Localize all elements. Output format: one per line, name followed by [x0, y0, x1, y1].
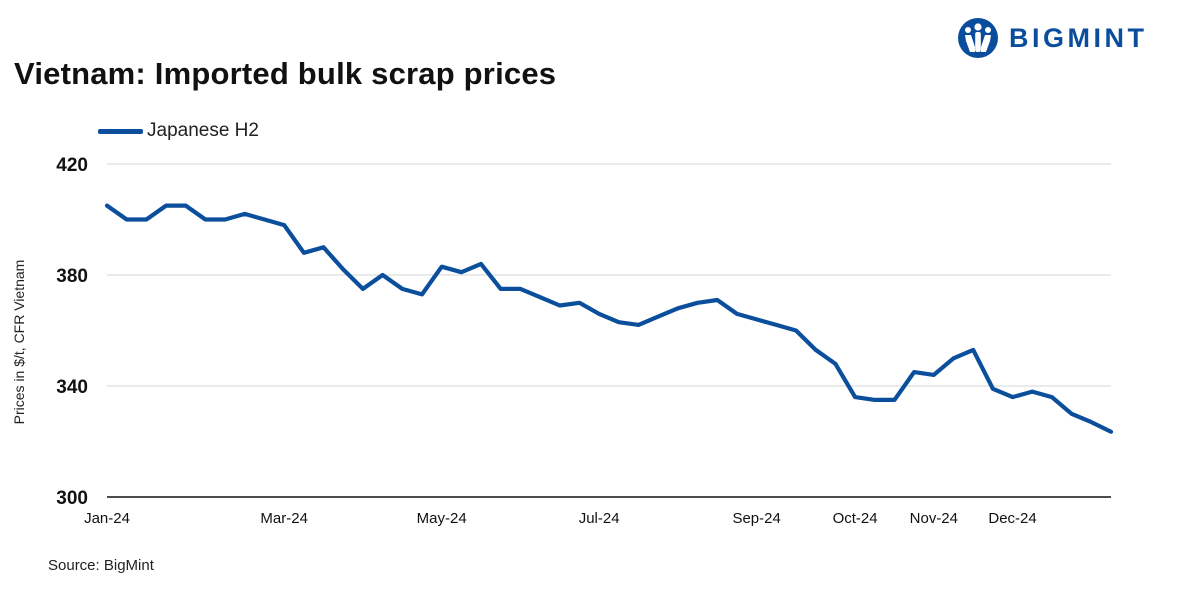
x-tick-labels: Jan-24 Mar-24 May-24 Jul-24 Sep-24 Oct-24 Nov-… — [84, 510, 1037, 527]
series-lines — [104, 203, 1114, 434]
x-tick-label: Dec-24 — [988, 510, 1036, 527]
x-tick-label: Nov-24 — [910, 510, 958, 527]
x-tick-label: Jul-24 — [579, 510, 620, 527]
brand-logo: BIGMINT — [957, 16, 1148, 60]
gridlines — [107, 163, 1111, 387]
legend: Japanese H2 — [98, 120, 259, 142]
y-tick-labels: 300 340 380 420 — [56, 155, 88, 509]
y-tick-label: 380 — [56, 266, 88, 287]
legend-swatch — [98, 128, 143, 134]
y-tick-label: 300 — [56, 488, 88, 509]
chart-title: Vietnam: Imported bulk scrap prices — [14, 56, 557, 91]
x-tick-label: May-24 — [417, 510, 467, 527]
x-tick-label: Oct-24 — [833, 510, 878, 527]
x-tick-label: Sep-24 — [732, 510, 780, 527]
bigmint-logo-icon — [958, 18, 998, 58]
x-tick-label: Mar-24 — [260, 510, 308, 527]
series-line-japanese-h2 — [104, 203, 1114, 434]
source-note: Source: BigMint — [48, 557, 154, 574]
y-tick-label: 420 — [56, 155, 88, 176]
legend-label: Japanese H2 — [147, 120, 259, 141]
brand-name: BIGMINT — [1009, 22, 1148, 53]
x-tick-label: Jan-24 — [84, 510, 130, 527]
y-tick-label: 340 — [56, 377, 88, 398]
